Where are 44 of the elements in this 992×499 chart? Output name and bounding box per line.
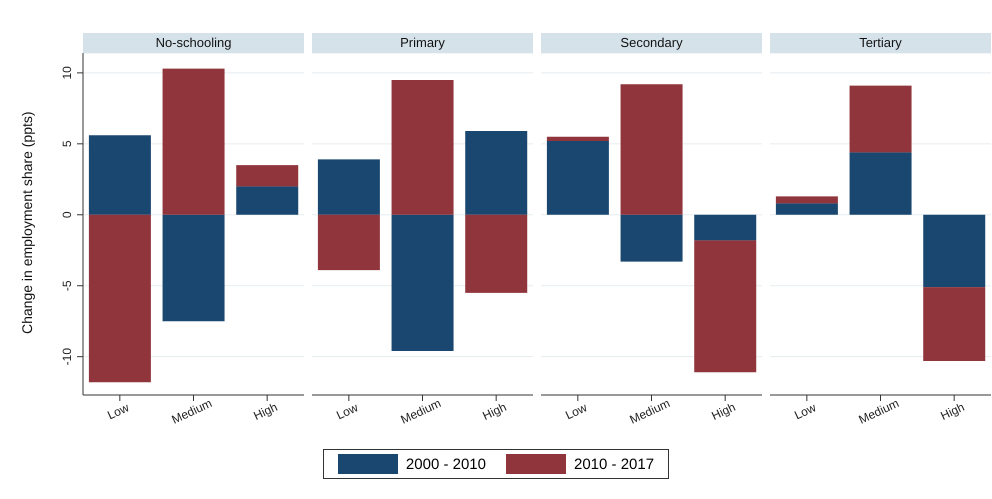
- x-tick-label: High: [709, 400, 738, 423]
- x-tick-label: Low: [105, 400, 132, 422]
- chart-title: Secondary: [541, 33, 762, 53]
- bar: [318, 214, 380, 270]
- x-tick-label: High: [251, 400, 280, 423]
- chart-title: Primary: [312, 33, 533, 53]
- bar: [776, 196, 838, 204]
- bar: [236, 186, 298, 215]
- legend-label: 2000 - 2010: [406, 456, 486, 472]
- bar: [620, 84, 683, 215]
- bar: [546, 140, 609, 215]
- bar: [162, 214, 225, 322]
- bar: [392, 80, 454, 215]
- bar: [850, 152, 912, 215]
- y-tick-label: 0: [60, 211, 74, 218]
- bar: [88, 135, 151, 215]
- y-tick-label: 5: [60, 140, 74, 148]
- bar: [923, 214, 986, 288]
- bar: [88, 214, 151, 382]
- bar: [850, 86, 912, 152]
- bar: [392, 214, 454, 352]
- y-tick-label: -5: [60, 280, 74, 292]
- y-tick-label: -10: [60, 348, 74, 366]
- bar: [162, 68, 225, 215]
- x-tick-label: High: [480, 400, 509, 423]
- y-axis-title: Change in employment share (ppts): [18, 111, 35, 334]
- bar: [465, 214, 528, 293]
- bar: [776, 203, 838, 215]
- bar: [465, 131, 528, 215]
- chart-title: No-schooling: [83, 33, 304, 53]
- x-tick-label: Low: [563, 400, 590, 422]
- chart-title: Tertiary: [770, 33, 991, 53]
- y-tick-label: 10: [60, 66, 74, 80]
- bar: [620, 214, 683, 262]
- bar: [546, 136, 609, 141]
- bar: [923, 287, 986, 361]
- bar: [694, 214, 756, 240]
- x-tick-label: High: [938, 400, 967, 423]
- bar: [236, 165, 298, 186]
- bar: [318, 159, 380, 215]
- x-tick-label: Low: [792, 400, 818, 422]
- legend-label: 2010 - 2017: [574, 456, 654, 472]
- bar: [694, 240, 756, 372]
- x-tick-label: Low: [334, 400, 360, 422]
